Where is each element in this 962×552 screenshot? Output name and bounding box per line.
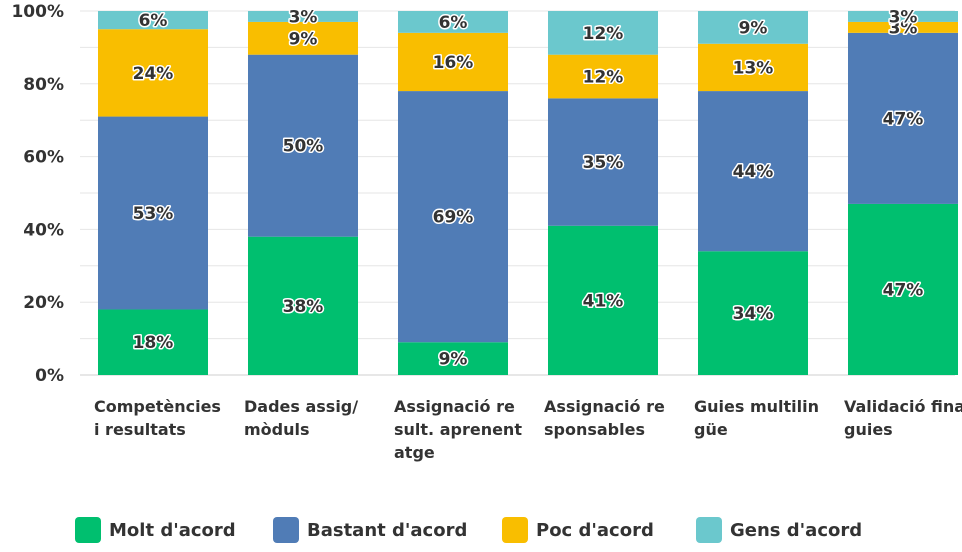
x-category-label: Dades assig/mòduls xyxy=(244,397,359,439)
bar-segment xyxy=(548,225,658,375)
x-category-label: Guies multilingüe xyxy=(694,397,819,439)
legend-label: Bastant d'acord xyxy=(307,519,468,541)
bar-value-label: 41% xyxy=(583,291,624,311)
bar-segment xyxy=(398,91,508,343)
bar-value-label: 16% xyxy=(433,53,474,73)
bar-segment xyxy=(248,54,358,237)
bar-segment xyxy=(548,98,658,226)
bar-value-label: 9% xyxy=(289,29,318,49)
legend-swatch xyxy=(502,517,528,543)
bar-segment xyxy=(848,21,958,33)
bar-value-label: 53% xyxy=(133,204,174,224)
bar-value-label: 47% xyxy=(883,280,924,300)
bar-value-label: 47% xyxy=(883,109,924,129)
bar-value-label: 13% xyxy=(733,58,774,78)
bar-segment xyxy=(698,11,808,44)
y-tick-label: 0% xyxy=(35,366,64,386)
y-tick-label: 40% xyxy=(23,220,64,240)
x-category-label: Assignació result. aprenentatge xyxy=(394,397,522,462)
bar-value-label: 3% xyxy=(889,18,918,38)
legend-label: Poc d'acord xyxy=(536,519,654,541)
chart-legend: Molt d'acord Bastant d'acord Poc d'acord Ge… xyxy=(0,517,962,551)
x-category-label: Assignació responsables xyxy=(544,397,665,439)
bar-value-label: 9% xyxy=(739,18,768,38)
bar-segment xyxy=(248,11,358,22)
bar-value-label: 12% xyxy=(583,68,624,88)
bar-segment xyxy=(98,116,208,310)
bar-value-label: 12% xyxy=(583,24,624,44)
bar-segment xyxy=(98,29,208,117)
y-tick-label: 20% xyxy=(23,293,64,313)
bar-segment xyxy=(398,342,508,375)
bar-value-label: 3% xyxy=(289,7,318,27)
bar-segment xyxy=(398,32,508,92)
bar-segment xyxy=(98,309,208,375)
bar-value-label: 24% xyxy=(133,64,174,84)
bar-segment xyxy=(848,32,958,204)
y-tick-label: 100% xyxy=(11,2,64,22)
bar-segment xyxy=(548,11,658,55)
bar-segment xyxy=(848,11,958,22)
bar-segment xyxy=(98,11,208,30)
legend-label: Gens d'acord xyxy=(730,519,863,541)
x-category-label: Validació final guies xyxy=(844,397,962,439)
y-tick-label: 60% xyxy=(23,148,64,168)
bar-value-label: 35% xyxy=(583,153,624,173)
y-tick-label: 80% xyxy=(23,75,64,95)
legend-item: Poc d'acord xyxy=(502,517,654,543)
bar-value-label: 6% xyxy=(139,11,168,31)
bar-value-label: 69% xyxy=(433,208,474,228)
bar-value-label: 38% xyxy=(283,297,324,317)
bar-value-label: 44% xyxy=(733,162,774,182)
legend-swatch xyxy=(273,517,299,543)
chart-plot: 0%20%40%60%80%100%18%53%24%6%38%50%9%3%9… xyxy=(11,2,958,386)
legend-item: Bastant d'acord xyxy=(273,517,467,543)
bar-value-label: 3% xyxy=(889,7,918,27)
x-category-label: Competències i resultats xyxy=(94,397,221,439)
bar-value-label: 34% xyxy=(733,304,774,324)
legend-label: Molt d'acord xyxy=(109,519,236,541)
bar-segment xyxy=(398,11,508,33)
legend-item: Molt d'acord xyxy=(75,517,236,543)
bar-segment xyxy=(248,236,358,375)
bar-segment xyxy=(698,251,808,375)
legend-swatch xyxy=(75,517,101,543)
bar-segment xyxy=(698,91,808,252)
bar-segment xyxy=(248,21,358,55)
bar-value-label: 6% xyxy=(439,13,468,33)
bar-segment xyxy=(548,54,658,99)
bar-segment xyxy=(698,43,808,92)
bar-value-label: 9% xyxy=(439,350,468,370)
legend-item: Gens d'acord xyxy=(696,517,862,543)
bar-segment xyxy=(848,203,958,375)
legend-swatch xyxy=(696,517,722,543)
bar-value-label: 18% xyxy=(133,333,174,353)
bar-value-label: 50% xyxy=(283,137,324,157)
